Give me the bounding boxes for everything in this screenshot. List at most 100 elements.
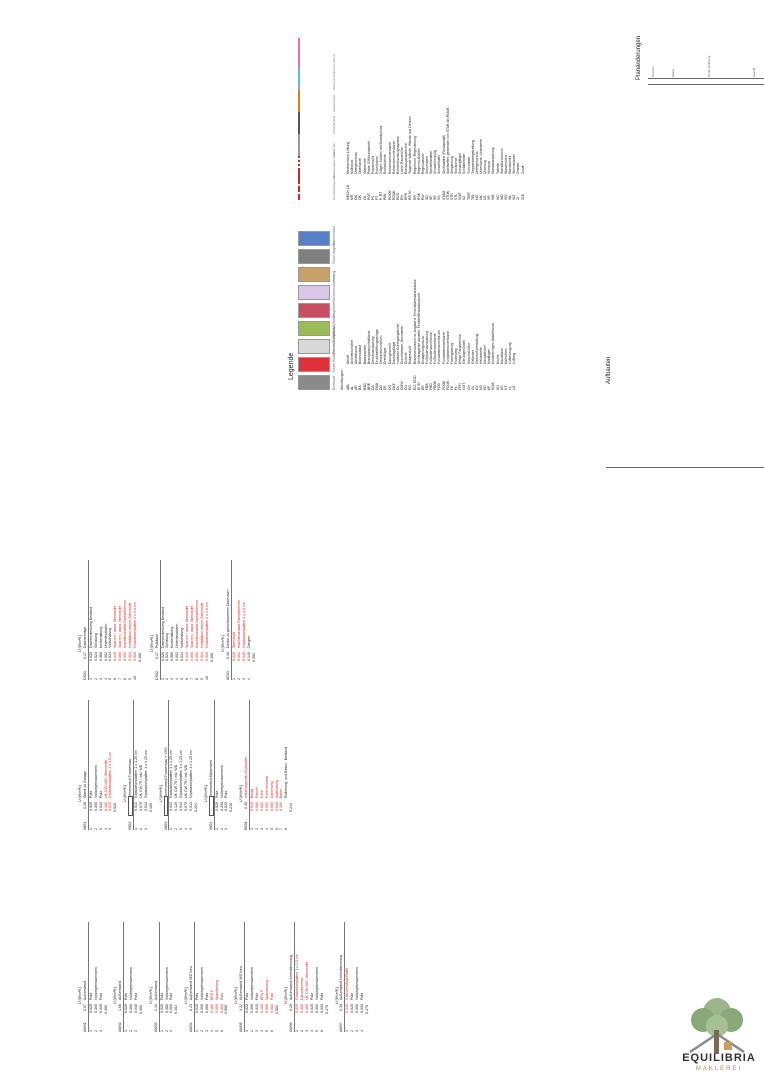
buildup-name: Pultdach xyxy=(154,634,159,648)
legend-line-label: Kanal Neu xyxy=(332,142,336,156)
legend-swatch xyxy=(298,375,330,390)
legend-line-label: Kanal Bestand xyxy=(332,115,336,134)
buildup-id: AW01 xyxy=(82,1022,87,1032)
buildup-name: Außenwand WD Neu xyxy=(239,966,244,1000)
u-value: 0,22 xyxy=(239,1004,244,1011)
buildup-id: IW02 xyxy=(128,821,133,830)
buildup-id: IW04 xyxy=(208,821,213,830)
buildup-iw01: U [W/m²K] IW01 0,28 Wand zu Garage 1 0,020 Put… xyxy=(78,700,118,830)
buildup-name: Außenwand Innendämmung xyxy=(339,954,344,1000)
buildup-total-thickness: 0,240 xyxy=(229,803,234,812)
buildup-id: EB01 xyxy=(244,821,249,830)
legend-swatch xyxy=(298,285,330,300)
buildup-id: AW04 xyxy=(189,1022,194,1032)
buildup-id: DS02 xyxy=(154,671,159,680)
buildup-aw04: U [W/m²K] AW04 0,23 Außenwand WD Neu 1 0,020 P… xyxy=(184,922,229,1032)
logo-subtitle: MAKLEREI xyxy=(695,1066,743,1072)
u-value: 0,35 xyxy=(244,802,249,809)
buildup-id: IW03 xyxy=(163,821,168,830)
buildup-total-thickness: 0,402 xyxy=(174,1005,179,1014)
frame-divider xyxy=(606,467,764,468)
u-value: 0,16 xyxy=(226,652,231,659)
buildup-name: Innenwand Mauerwerk xyxy=(208,759,213,796)
buildup-id: AW07 xyxy=(339,1022,344,1032)
section-aufbauten-title: Aufbauten xyxy=(606,356,612,384)
buildup-total-thickness: 0,520 xyxy=(113,803,118,812)
buildup-iw02: U [W/m²K] IW02 Innenwand Trockenbau 1 0,013 G… xyxy=(123,700,153,830)
legend-line-label: Wasseranschluss xyxy=(332,68,336,90)
buildup-name: Decke zu geschlossenem Dachraum xyxy=(226,589,231,648)
buildup-name: erdanliegender Fußboden xyxy=(244,756,249,798)
buildup-name: Außenwand xyxy=(153,980,158,1000)
abbreviations-title: Abkürzungen: xyxy=(340,369,344,390)
legend-swatch xyxy=(298,267,330,282)
buildup-name: Außenwand xyxy=(82,980,87,1000)
logo-name: EQUILIBRIA xyxy=(682,1052,756,1064)
u-value: 0,29 xyxy=(289,1004,294,1011)
u-value: 1,56 xyxy=(118,1004,123,1011)
plan-changes-col-date: Datum xyxy=(671,68,675,77)
buildup-name: Außenwand WD Neu xyxy=(189,966,194,1000)
u-value: 0,23 xyxy=(189,1004,194,1011)
legend-swatch-label: Ziegelwerk xyxy=(332,299,336,318)
u-value: 0,30 xyxy=(339,1004,344,1011)
buildup-ds01: U [W/m²K] DS01 0,17 Dachschräge 1 0,020 Dachei… xyxy=(78,560,143,680)
tree-house-icon xyxy=(689,998,745,1054)
legend-swatch-label: Bestand xyxy=(332,376,336,390)
buildup-total-thickness: 0,470 xyxy=(324,1005,329,1014)
legend-line-label: Gasanschluss xyxy=(332,94,336,112)
buildup-iw04: U [W/m²K] IW04 Innenwand Mauerwerk 1 0,020 Pu… xyxy=(204,700,234,830)
buildup-id: IW01 xyxy=(82,821,87,830)
buildup-id: AW03 xyxy=(153,1022,158,1032)
u-value: 0,28 xyxy=(82,802,87,809)
buildup-name: Dachschräge xyxy=(82,626,87,648)
buildup-total-thickness: 0,470 xyxy=(364,1005,369,1014)
buildup-name: Wand zu Garage xyxy=(82,770,87,798)
buildup-id: AW05 xyxy=(239,1022,244,1032)
buildup-name: Außenwand xyxy=(118,980,123,1000)
buildup-id: AD01 xyxy=(226,671,231,680)
buildup-total-thickness: 0,584 xyxy=(274,1005,279,1014)
legend-line-label: Grundstücksgrenze xyxy=(332,175,336,200)
buildup-total-thickness: 0,350 xyxy=(138,1005,143,1014)
abbreviation-list: ABL Abluft AL Architekturlichte AR Abstellrau… xyxy=(346,279,516,390)
u-value: 0,17 xyxy=(154,652,159,659)
plan-changes-title: Planänderungen xyxy=(636,35,642,80)
plan-changes-rule-2 xyxy=(648,78,764,79)
buildup-name: Außenwand Innendämmung xyxy=(289,954,294,1000)
buildup-aw06: U [W/m²K] AW06 0,29 Außenwand Innendämmung 1… xyxy=(284,922,329,1032)
plan-changes-col-change: Art der Änderung xyxy=(707,55,711,77)
legend-swatch xyxy=(298,321,330,336)
legend-swatch-label: Trockenbau xyxy=(332,226,336,246)
buildup-name: Innenwand Trockenbau xyxy=(128,758,133,796)
u-value: 1,07 xyxy=(82,1004,87,1011)
legend-line xyxy=(298,38,300,68)
buildup-eb01: U [W/m²K] EB01 0,35 erdanliegender Fußboden… xyxy=(239,700,294,830)
buildup-total-thickness: 0,392 xyxy=(251,653,256,662)
company-logo: EQUILIBRIA MAKLEREI xyxy=(670,990,764,1080)
u-value xyxy=(128,796,133,816)
buildup-total-thickness: 0,100 xyxy=(148,803,153,812)
buildup-aw01: U [W/m²K] AW01 1,07 Außenwand 1 0,025 Putz 2 0,3… xyxy=(78,922,108,1032)
buildup-aw02: U [W/m²K] AW02 1,56 Außenwand 1 0,020 Putz 2 0,3… xyxy=(113,922,143,1032)
buildup-total-thickness: 0,568 xyxy=(224,1005,229,1014)
legend-swatch xyxy=(298,357,330,372)
buildup-aw05: U [W/m²K] AW05 0,22 Außenwand WD Neu 1 0,020 P… xyxy=(234,922,279,1032)
u-value xyxy=(208,796,214,816)
legend-swatch xyxy=(298,303,330,318)
buildup-total-thickness: 0,224 xyxy=(193,803,198,812)
abbreviation-list: MECH LÜ Mechanische Lüftung MR Müllraum OG Ob… xyxy=(346,107,525,200)
legend-swatch-label: Holz xyxy=(332,274,336,282)
legend-title: Legende xyxy=(288,352,295,380)
buildup-ds02: U [W/m²K] DS02 0,17 Pultdach 1 0,020 Dacheinde… xyxy=(150,560,215,680)
legend-swatch xyxy=(298,231,330,246)
plan-changes-rule xyxy=(648,84,764,85)
u-value xyxy=(163,796,169,816)
buildup-ad01: U [W/m²K] AD01 0,16 Decke zu geschlossenem … xyxy=(221,560,256,680)
legend-swatch xyxy=(298,249,330,264)
buildup-total-thickness: 0,408 xyxy=(137,653,142,662)
buildup-total-thickness: 0,244 xyxy=(289,803,294,812)
buildup-id: AW06 xyxy=(289,1022,294,1032)
legend-swatch xyxy=(298,339,330,354)
